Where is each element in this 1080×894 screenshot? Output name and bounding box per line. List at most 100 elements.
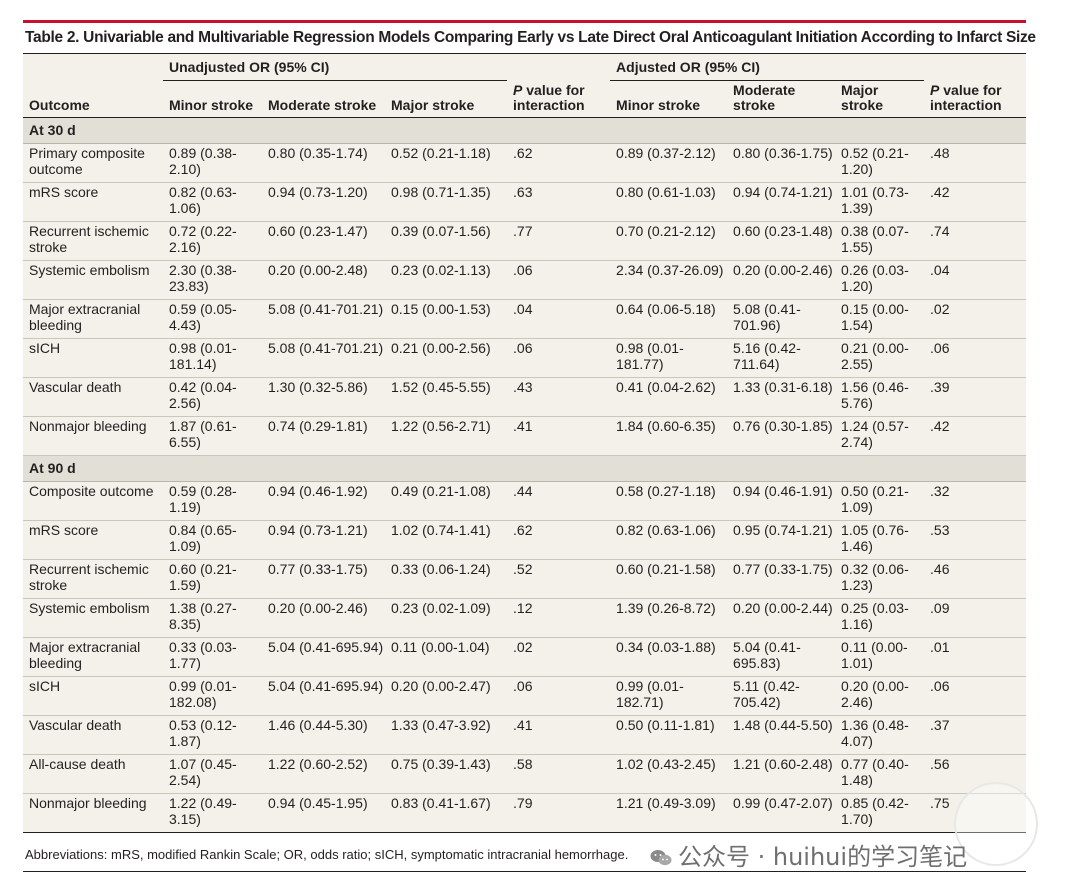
- unadj-major-cell: 0.49 (0.21-1.08): [385, 481, 508, 521]
- adj-moderate-cell: 0.77 (0.33-1.75): [727, 559, 836, 599]
- adj-major-value: 1.01 (0.73-1.39): [841, 184, 909, 216]
- adj-minor-cell: 1.02 (0.43-2.45): [610, 754, 728, 794]
- unadj-moderate-cell: 0.20 (0.00-2.46): [262, 598, 385, 638]
- unadj-major-value: 0.33 (0.06-1.24): [391, 561, 491, 577]
- unadj-pvalue-cell: .62: [507, 520, 611, 560]
- unadj-moderate-cell: 0.20 (0.00-2.48): [262, 260, 385, 300]
- outcome-label: All-cause death: [29, 756, 126, 772]
- adj-minor-cell: 1.39 (0.26-8.72): [610, 598, 728, 638]
- outcome-cell: Nonmajor bleeding: [23, 416, 163, 456]
- unadj-major-value: 0.83 (0.41-1.67): [391, 795, 491, 811]
- adj-major-cell: 0.11 (0.00-1.01): [835, 637, 925, 677]
- adj-moderate-value: 5.04 (0.41-695.83): [733, 639, 801, 671]
- watermark-text: 公众号 · huihui的学习笔记: [678, 843, 968, 871]
- adj-major-value: 0.32 (0.06-1.23): [841, 561, 909, 593]
- unadj-minor-cell: 0.42 (0.04-2.56): [163, 377, 262, 417]
- adj-minor-cell: 0.60 (0.21-1.58): [610, 559, 728, 599]
- unadj-major-cell: 0.39 (0.07-1.56): [385, 221, 508, 261]
- header-empty: [924, 54, 1026, 81]
- adj-minor-cell: 0.82 (0.63-1.06): [610, 520, 728, 560]
- adj-major-value: 0.11 (0.00-1.01): [841, 639, 908, 671]
- unadj-pvalue-cell: .58: [507, 754, 611, 794]
- adj-minor-value: 0.89 (0.37-2.12): [616, 145, 716, 161]
- unadj-minor-cell: 2.30 (0.38-23.83): [163, 260, 262, 300]
- adj-major-cell: 1.05 (0.76-1.46): [835, 520, 925, 560]
- table-row: mRS score 0.82 (0.63-1.06) 0.94 (0.73-1.20…: [23, 182, 1027, 222]
- unadj-moderate-cell: 0.60 (0.23-1.47): [262, 221, 385, 261]
- adj-pvalue-cell: .53: [924, 520, 1027, 560]
- unadj-minor-value: 0.33 (0.03-1.77): [169, 639, 237, 671]
- unadj-moderate-value: 1.46 (0.44-5.30): [268, 717, 368, 733]
- table-row: Nonmajor bleeding 1.87 (0.61-6.55) 0.74 (0…: [23, 416, 1027, 456]
- unadj-minor-cell: 0.33 (0.03-1.77): [163, 637, 262, 677]
- unadj-moderate-cell: 0.94 (0.45-1.95): [262, 793, 385, 833]
- adj-moderate-cell: 0.99 (0.47-2.07): [727, 793, 836, 833]
- unadj-pvalue-value: .62: [513, 145, 533, 161]
- adj-major-value: 0.25 (0.03-1.16): [841, 600, 909, 632]
- unadj-moderate-value: 0.20 (0.00-2.48): [268, 262, 368, 278]
- adj-minor-value: 1.02 (0.43-2.45): [616, 756, 716, 772]
- unadj-minor-value: 1.87 (0.61-6.55): [169, 418, 237, 450]
- outcome-cell: Composite outcome: [23, 481, 163, 521]
- unadj-pvalue-value: .77: [513, 223, 533, 239]
- unadj-major-cell: 0.23 (0.02-1.09): [385, 598, 508, 638]
- outcome-label: sICH: [29, 340, 61, 356]
- unadj-minor-cell: 0.99 (0.01-182.08): [163, 676, 262, 716]
- unadj-pvalue-value: .63: [513, 184, 533, 200]
- unadj-minor-value: 2.30 (0.38-23.83): [169, 262, 237, 294]
- adj-moderate-cell: 0.94 (0.74-1.21): [727, 182, 836, 222]
- adj-minor-cell: 0.98 (0.01-181.77): [610, 338, 728, 378]
- adj-minor-cell: 1.84 (0.60-6.35): [610, 416, 728, 456]
- table-row: Nonmajor bleeding 1.22 (0.49-3.15) 0.94 (0…: [23, 793, 1027, 833]
- adj-major-cell: 0.38 (0.07-1.55): [835, 221, 925, 261]
- adj-moderate-value: 0.60 (0.23-1.48): [733, 223, 833, 239]
- unadj-minor-value: 0.99 (0.01-182.08): [169, 678, 237, 710]
- unadj-minor-value: 1.07 (0.45-2.54): [169, 756, 237, 788]
- outcome-cell: Systemic embolism: [23, 260, 163, 300]
- adj-moderate-value: 1.21 (0.60-2.48): [733, 756, 833, 772]
- outcome-label: Recurrent ischemic stroke: [29, 223, 149, 255]
- adj-minor-value: 0.60 (0.21-1.58): [616, 561, 716, 577]
- unadj-moderate-cell: 1.46 (0.44-5.30): [262, 715, 385, 755]
- unadj-pvalue-value: .41: [513, 717, 533, 733]
- unadj-major-cell: 1.52 (0.45-5.55): [385, 377, 508, 417]
- header-unadjusted: Unadjusted OR (95% CI): [163, 54, 508, 81]
- unadj-major-cell: 0.98 (0.71-1.35): [385, 182, 508, 222]
- outcome-cell: mRS score: [23, 182, 163, 222]
- adj-minor-cell: 1.21 (0.49-3.09): [610, 793, 728, 833]
- adj-major-cell: 1.01 (0.73-1.39): [835, 182, 925, 222]
- unadj-major-cell: 1.02 (0.74-1.41): [385, 520, 508, 560]
- unadj-pvalue-cell: .44: [507, 481, 611, 521]
- adj-moderate-value: 1.48 (0.44-5.50): [733, 717, 833, 733]
- outcome-label: Composite outcome: [29, 483, 154, 499]
- outcome-cell: sICH: [23, 338, 163, 378]
- adj-minor-cell: 0.34 (0.03-1.88): [610, 637, 728, 677]
- table-title: Table 2. Univariable and Multivariable R…: [23, 23, 1036, 54]
- adj-major-value: 0.52 (0.21-1.20): [841, 145, 909, 177]
- adj-minor-value: 0.34 (0.03-1.88): [616, 639, 716, 655]
- adj-major-cell: 0.77 (0.40-1.48): [835, 754, 925, 794]
- unadj-pvalue-cell: .06: [507, 676, 611, 716]
- adj-moderate-cell: 5.04 (0.41-695.83): [727, 637, 836, 677]
- adj-moderate-cell: 5.16 (0.42-711.64): [727, 338, 836, 378]
- unadj-pvalue-cell: .12: [507, 598, 611, 638]
- column-header-outcome: Outcome: [23, 81, 163, 118]
- unadj-major-cell: 0.11 (0.00-1.04): [385, 637, 508, 677]
- unadj-pvalue-cell: .52: [507, 559, 611, 599]
- unadj-major-cell: 0.23 (0.02-1.13): [385, 260, 508, 300]
- table-figure: Table 2. Univariable and Multivariable R…: [23, 20, 1036, 872]
- unadj-major-value: 0.49 (0.21-1.08): [391, 483, 491, 499]
- adj-major-value: 0.50 (0.21-1.09): [841, 483, 909, 515]
- unadj-major-value: 1.22 (0.56-2.71): [391, 418, 491, 434]
- unadj-minor-cell: 0.84 (0.65-1.09): [163, 520, 262, 560]
- unadj-pvalue-cell: .43: [507, 377, 611, 417]
- adj-moderate-cell: 0.20 (0.00-2.44): [727, 598, 836, 638]
- adj-major-value: 0.85 (0.42-1.70): [841, 795, 909, 827]
- adj-moderate-value: 0.95 (0.74-1.21): [733, 522, 833, 538]
- outcome-label: mRS score: [29, 184, 99, 200]
- outcome-label: sICH: [29, 678, 61, 694]
- unadj-major-cell: 0.33 (0.06-1.24): [385, 559, 508, 599]
- unadj-moderate-value: 5.08 (0.41-701.21): [268, 301, 384, 317]
- adj-major-cell: 0.20 (0.00-2.46): [835, 676, 925, 716]
- adj-pvalue-cell: .01: [924, 637, 1027, 677]
